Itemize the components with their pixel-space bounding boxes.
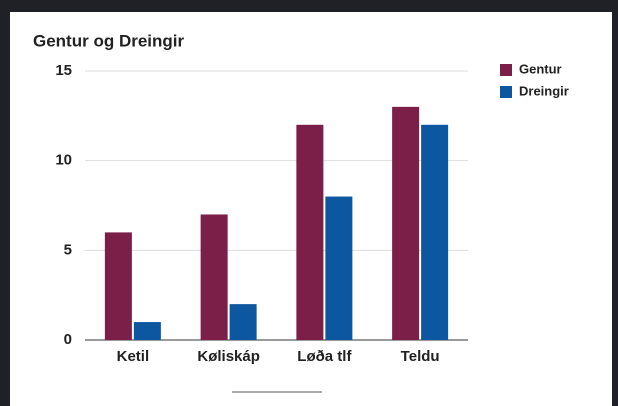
y-tick-label: 5 xyxy=(64,241,72,258)
legend-label: Dreingir xyxy=(519,83,569,98)
bar xyxy=(392,106,420,340)
bar xyxy=(325,196,353,340)
bar xyxy=(200,214,228,340)
bar xyxy=(421,124,449,340)
legend-label: Gentur xyxy=(519,61,562,76)
x-tick-label: Ketil xyxy=(117,348,150,365)
bar xyxy=(229,304,257,340)
bar xyxy=(296,124,324,340)
y-tick-label: 15 xyxy=(55,62,72,79)
y-tick-label: 10 xyxy=(55,152,72,169)
legend-swatch xyxy=(500,64,512,76)
legend-swatch xyxy=(500,86,512,98)
x-tick-label: Løða tlf xyxy=(297,348,352,365)
chart-title: Gentur og Dreingir xyxy=(33,31,185,50)
y-tick-label: 0 xyxy=(64,331,72,348)
bar xyxy=(133,322,161,340)
x-tick-label: Teldu xyxy=(401,348,440,365)
x-tick-label: Køliskáp xyxy=(197,348,260,365)
bar xyxy=(104,232,132,340)
